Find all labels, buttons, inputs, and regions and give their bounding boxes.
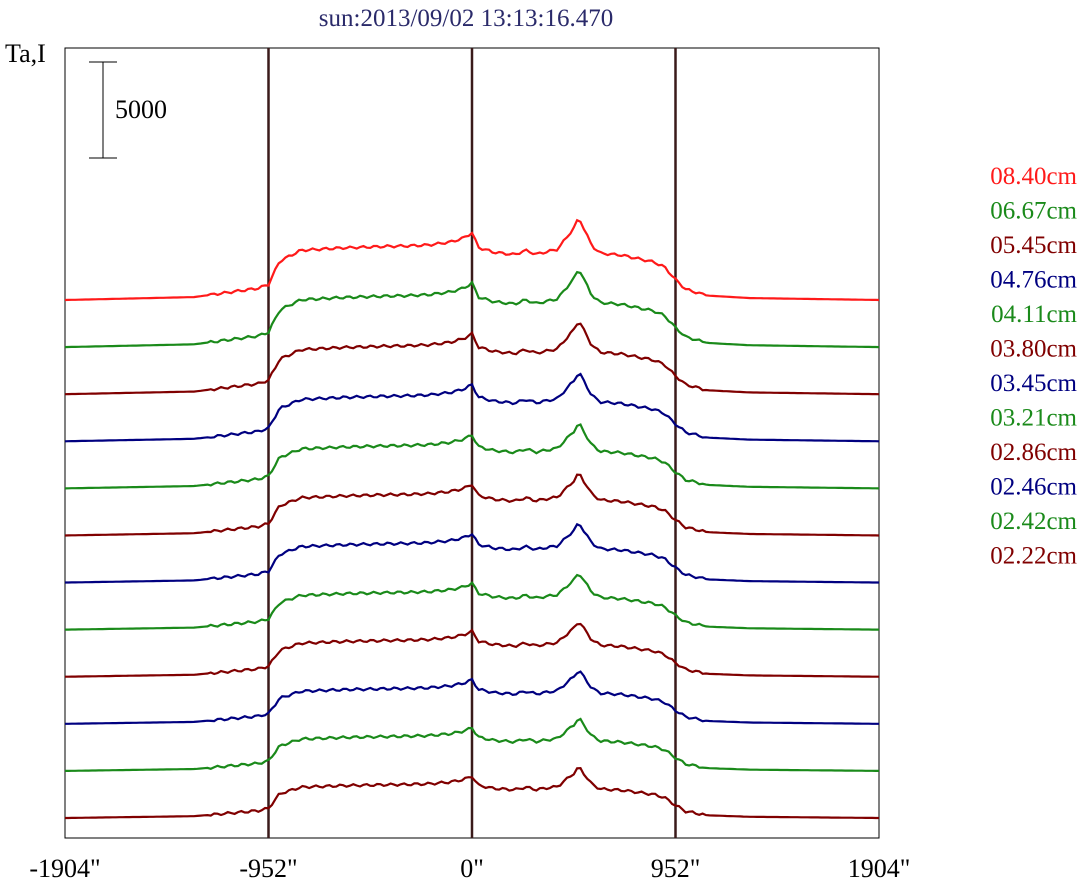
legend-entry-2: 05.45cm xyxy=(990,232,1077,259)
series-line-04.11cm xyxy=(64,423,880,490)
series-line-04.76cm xyxy=(64,372,880,443)
x-tick-labels: -1904" -952" 0" 952" 1904" xyxy=(29,854,910,883)
legend-entry-5: 03.80cm xyxy=(990,336,1077,363)
series-lines xyxy=(64,218,880,820)
series-line-02.86cm xyxy=(65,622,879,678)
series-line-02.22cm xyxy=(65,766,879,820)
x-tick-label-4: 1904" xyxy=(848,854,911,883)
series-line-02.42cm xyxy=(65,717,879,772)
series-line-05.45cm xyxy=(64,322,880,396)
legend-entry-1: 06.67cm xyxy=(990,198,1077,225)
x-tick-label-3: 952" xyxy=(651,854,701,883)
series-line-03.21cm xyxy=(65,573,879,631)
scale-bar: 5000 xyxy=(89,61,167,159)
series-line-06.67cm xyxy=(64,270,880,349)
series-line-08.40cm xyxy=(64,218,880,302)
scale-bar-label: 5000 xyxy=(115,95,167,124)
series-line-03.45cm xyxy=(65,522,879,584)
series-line-02.46cm xyxy=(65,670,879,725)
vertical-markers xyxy=(267,48,677,838)
legend-entry-0: 08.40cm xyxy=(990,163,1077,190)
x-tick-label-1: -952" xyxy=(239,854,297,883)
x-tick-label-0: -1904" xyxy=(29,854,100,883)
legend-entry-3: 04.76cm xyxy=(990,267,1077,294)
legend-entry-6: 03.45cm xyxy=(990,370,1077,397)
legend: 08.40cm 06.67cm 05.45cm 04.76cm 04.11cm 03.80… xyxy=(990,163,1077,570)
y-axis-label: Ta,I xyxy=(5,39,46,68)
series-line-03.80cm xyxy=(64,473,880,537)
chart-title: sun:2013/09/02 13:13:16.470 xyxy=(319,5,613,32)
x-tick-label-2: 0" xyxy=(460,854,484,883)
legend-entry-10: 02.42cm xyxy=(990,508,1077,535)
legend-entry-8: 02.86cm xyxy=(990,439,1077,466)
legend-entry-7: 03.21cm xyxy=(990,405,1077,432)
legend-entry-11: 02.22cm xyxy=(990,543,1077,570)
legend-entry-4: 04.11cm xyxy=(991,301,1077,328)
legend-entry-9: 02.46cm xyxy=(990,474,1077,501)
